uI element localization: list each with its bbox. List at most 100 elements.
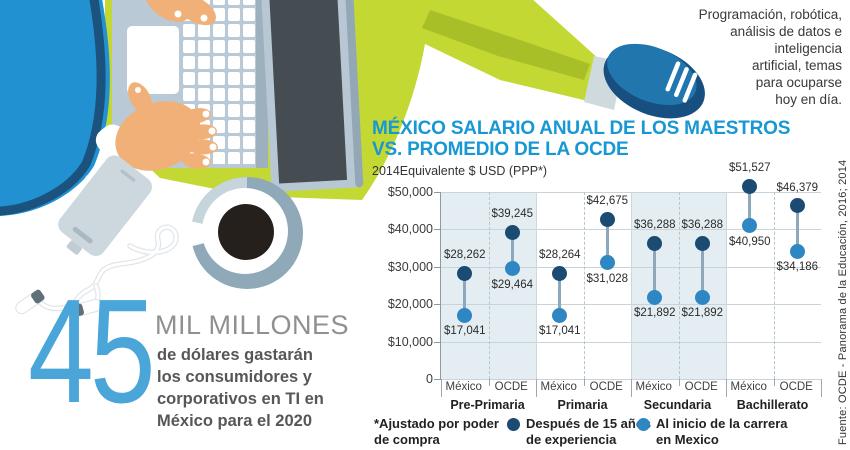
column-label: México [540,381,577,393]
column-label: OCDE [779,381,813,393]
keyboard-keys [183,0,255,164]
column-label: México [635,381,672,393]
column-label: OCDE [589,381,623,393]
start-dot [504,261,520,277]
trackpad-icon [127,26,179,94]
chart-title: MÉXICO SALARIO ANUAL DE LOS MAESTROS VS.… [372,118,791,160]
experienced-dot [694,235,710,251]
y-axis-label: $40,000 [387,222,433,237]
y-axis-label: $20,000 [387,297,433,312]
experienced-value-label: $36,288 [681,219,724,232]
start-value-label: $21,892 [633,307,676,320]
laptop-screen-icon [261,0,364,192]
experienced-value-label: $28,262 [443,249,486,262]
experienced-dot [599,211,615,227]
column-label: OCDE [494,381,528,393]
start-value-label: $34,186 [776,261,819,274]
typing-hand-top-icon [144,0,216,26]
column-separator [583,192,585,379]
typing-hand-bottom-icon [95,82,218,171]
person-arm-illustration [0,0,110,216]
y-axis-tick [434,229,440,231]
dumbbell-connector [463,273,467,316]
legend-dot-start [637,418,650,431]
x-axis-tick [536,379,537,397]
ankle-band [584,56,624,110]
x-axis-tick [488,379,490,386]
column-separator [631,192,632,379]
dumbbell-connector [748,186,752,226]
keyboard-deck [112,0,264,168]
x-axis-tick [773,379,775,386]
y-axis-tick [434,192,440,193]
y-axis-tick [434,304,440,306]
legend-note: *Ajustado por poder de compra [374,416,499,447]
source-credit: Fuente: OCDE - Panorama de la Educación,… [837,159,849,445]
y-axis-label: $10,000 [387,334,433,349]
start-value-label: $17,041 [538,325,581,338]
y-axis-tick [434,379,440,380]
dumbbell-connector [605,219,609,263]
experienced-value-label: $28,264 [538,249,581,262]
experienced-value-label: $36,288 [633,219,676,232]
y-axis-label: $30,000 [387,259,433,274]
start-dot [789,243,805,259]
dumbbell-connector [795,205,799,252]
experienced-dot [504,224,520,240]
laptop-icon [112,0,364,192]
column-label: México [730,381,767,393]
dumbbell-connector [700,243,704,298]
chart-column-labels: México OCDE México OCDE México OCDE México OCDE [440,381,820,396]
start-dot [742,218,758,234]
start-value-label: $21,892 [681,307,724,320]
dumbbell-connector [653,243,657,298]
stat-number: 45 [28,269,156,434]
start-dot [694,289,710,305]
experienced-dot [552,265,568,281]
start-value-label: $40,950 [728,235,771,248]
dumbbell-connector [510,232,514,269]
salary-chart: MÉXICO SALARIO ANUAL DE LOS MAESTROS VS.… [372,118,834,450]
x-axis-tick [821,379,822,397]
category-label: Secundaria [643,398,712,412]
start-dot [647,289,663,305]
experienced-value-label: $39,245 [491,208,534,221]
chart-legend: *Ajustado por poder de compra Después de… [374,416,834,450]
start-value-label: $29,464 [491,278,534,291]
column-label: OCDE [684,381,718,393]
category-label: Primaria [557,398,608,412]
start-value-label: $17,041 [443,325,486,338]
y-axis-tick [434,266,440,268]
category-label: Pre-Primaria [450,398,525,412]
legend-label-start: Al inicio de la carrera en Mexico [656,416,788,447]
topics-note: Programación, robótica, análisis de dato… [698,7,842,107]
column-separator [488,192,490,379]
start-value-label: $31,028 [586,272,629,285]
legend-dot-experienced [507,418,520,431]
x-axis-tick [678,379,680,386]
chart-subtitle: 2014Equivalente $ USD (PPP*) [372,164,548,178]
x-axis-tick [631,379,632,397]
x-axis-tick [441,379,442,397]
start-dot [552,307,568,323]
y-axis-tick [434,341,440,343]
experienced-dot [742,178,758,194]
column-label: México [445,381,482,393]
x-axis-tick [726,379,727,397]
category-label: Bachillerato [736,398,809,412]
stat-description: de dólares gastarán los consumidores y c… [157,346,324,430]
legend-label-experienced: Después de 15 años de experiencia [526,416,651,447]
smartphone-icon [58,155,152,257]
experienced-value-label: $51,527 [728,162,771,175]
stat-unit: MIL MILLONES [155,310,350,340]
column-separator [773,192,775,379]
chart-group-labels: Pre-Primaria Primaria Secundaria Bachillera… [440,398,820,414]
start-dot [457,307,473,323]
experienced-dot [457,265,473,281]
chart-plot: $50,000 $40,000 $30,000 $20,000 $10,000 0 $28,… [388,162,822,397]
column-separator [678,192,680,379]
y-axis-label: $50,000 [387,185,433,199]
experienced-dot [789,198,805,214]
coffee-cup-icon [185,177,303,289]
